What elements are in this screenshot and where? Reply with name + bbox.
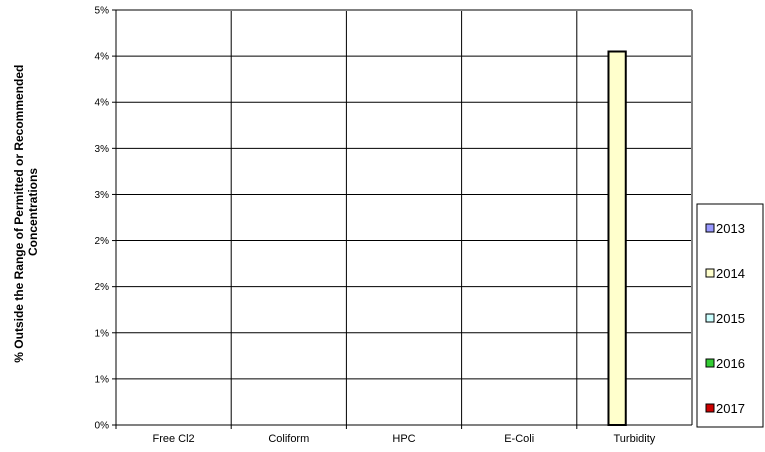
x-tick-label: Coliform bbox=[268, 433, 309, 445]
bars bbox=[607, 50, 627, 426]
x-tick-label: Free Cl2 bbox=[153, 433, 195, 445]
y-tick-label: 1% bbox=[95, 328, 110, 339]
x-tick-label: Turbidity bbox=[614, 433, 656, 445]
y-tick-label: 0% bbox=[95, 421, 110, 432]
legend-swatch-2015 bbox=[705, 313, 715, 323]
y-tick-label: 3% bbox=[95, 190, 110, 201]
x-tick-label: E-Coli bbox=[504, 433, 534, 445]
y-tick-label: 4% bbox=[95, 98, 110, 109]
legend: 2013 2014 2015 2016 2017 bbox=[696, 203, 764, 428]
y-tick-label: 1% bbox=[95, 374, 110, 385]
legend-label-2016: 2016 bbox=[716, 356, 745, 371]
legend-label-2013: 2013 bbox=[716, 221, 745, 236]
axes bbox=[112, 9, 693, 429]
gridlines bbox=[116, 9, 692, 426]
legend-swatch-2016 bbox=[705, 358, 715, 368]
y-axis-label: % Outside the Range of Permitted or Reco… bbox=[12, 61, 40, 362]
y-axis-label-line-2: Concentrations bbox=[26, 168, 40, 256]
y-tick-label: 2% bbox=[95, 282, 110, 293]
y-axis-label-line-1: % Outside the Range of Permitted or Reco… bbox=[12, 65, 26, 363]
legend-swatch-2013 bbox=[705, 223, 715, 233]
legend-label-2015: 2015 bbox=[716, 311, 745, 326]
x-tick-labels: Free Cl2 Coliform HPC E-Coli Turbidity bbox=[153, 433, 656, 445]
bar-2014-Turbidity bbox=[607, 50, 627, 426]
legend-label-2014: 2014 bbox=[716, 266, 745, 281]
legend-swatch-2017 bbox=[705, 403, 715, 413]
legend-label-2017: 2017 bbox=[716, 401, 745, 416]
y-tick-labels: 0% 1% 1% 2% 2% 3% 3% 4% 4% 5% bbox=[95, 6, 110, 432]
y-tick-label: 5% bbox=[95, 6, 110, 17]
y-tick-label: 2% bbox=[95, 236, 110, 247]
x-tick-label: HPC bbox=[392, 433, 415, 445]
y-tick-label: 3% bbox=[95, 144, 110, 155]
y-tick-label: 4% bbox=[95, 52, 110, 63]
legend-swatch-2014 bbox=[705, 268, 715, 278]
